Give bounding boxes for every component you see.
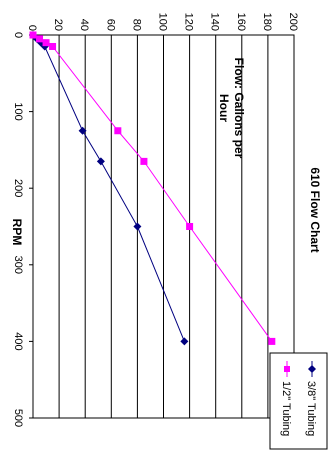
y-tick-160: 160 <box>235 13 247 31</box>
legend: 3/8" Tubing 1/2" Tubing <box>269 352 328 450</box>
y-tick-200: 200 <box>287 13 299 31</box>
data-point-series-0-4 <box>78 126 87 135</box>
data-point-series-1-0 <box>29 31 37 39</box>
x-tick-300: 300 <box>12 256 24 274</box>
y-tick-180: 180 <box>261 13 273 31</box>
data-point-series-1-2 <box>42 39 50 47</box>
y-tick-100: 100 <box>157 13 169 31</box>
x-tick-200: 200 <box>12 179 24 197</box>
y-tick-140: 140 <box>209 13 221 31</box>
x-tick-0: 0 <box>12 32 24 38</box>
y-tick-80: 80 <box>130 19 142 31</box>
x-tick-500: 500 <box>12 409 24 427</box>
y-tick-0: 0 <box>26 25 38 31</box>
data-point-series-1-6 <box>186 223 194 230</box>
data-point-series-1-4 <box>114 127 122 135</box>
data-point-series-1-7 <box>268 337 276 345</box>
x-tick-400: 400 <box>12 332 24 350</box>
y-tick-40: 40 <box>78 19 90 31</box>
chart-annotation-line-1: Flow: Gallons per <box>232 58 246 159</box>
y-tick-20: 20 <box>52 19 64 31</box>
data-point-series-0-5 <box>96 157 105 166</box>
y-tick-labels: 0 20 40 60 80 100 120 140 160 180 200 <box>26 13 299 31</box>
legend-box <box>269 352 328 450</box>
legend-marker-diamond <box>308 365 316 373</box>
x-axis-label: RPM <box>10 219 24 246</box>
legend-marker-square <box>284 366 290 372</box>
data-point-series-0-7 <box>180 337 189 346</box>
legend-label-1-2-tubing: 1/2" Tubing <box>280 381 292 436</box>
x-tick-100: 100 <box>12 102 24 120</box>
series-layer <box>29 31 276 346</box>
chart-title: 610 Flow Chart <box>308 167 322 252</box>
data-point-series-1-1 <box>36 35 44 43</box>
data-point-series-1-3 <box>49 42 57 50</box>
legend-label-3-8-tubing: 3/8" Tubing <box>305 381 317 436</box>
data-point-series-1-5 <box>140 157 148 165</box>
x-tick-labels: 0 100 200 300 400 500 <box>12 32 24 427</box>
data-point-series-0-6 <box>133 222 142 231</box>
chart-annotation-line-2: Hour <box>217 94 231 122</box>
y-tick-60: 60 <box>104 19 116 31</box>
y-tick-120: 120 <box>183 13 195 31</box>
